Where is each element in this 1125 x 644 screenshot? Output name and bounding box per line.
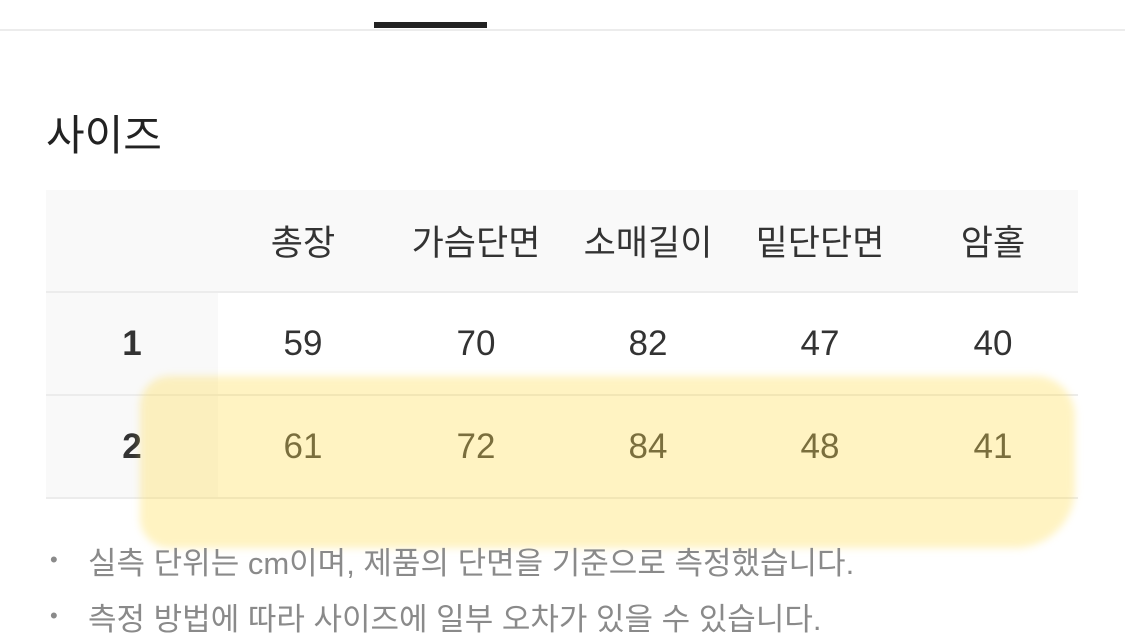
table-cell: 48: [800, 426, 840, 466]
bullet-icon: •: [50, 603, 58, 628]
column-header: 밑단단면: [755, 224, 885, 263]
size-table: 총장 가슴단면 소매길이 밑단단면 암홀 1 59 70 82 47 40 2 …: [46, 190, 1078, 499]
active-tab-indicator: [374, 22, 487, 28]
column-header: 소매길이: [583, 224, 713, 263]
column-header: 가슴단면: [411, 224, 541, 263]
table-cell: 59: [283, 323, 323, 363]
table-cell: 41: [973, 426, 1013, 466]
bullet-icon: •: [50, 547, 58, 572]
note-item: • 실측 단위는 cm이며, 제품의 단면을 기준으로 측정했습니다.: [50, 532, 854, 588]
size-label: 2: [46, 396, 218, 497]
table-row: 1 59 70 82 47 40: [46, 293, 1078, 396]
table-row: 2 61 72 84 48 41: [46, 396, 1078, 499]
column-header: 총장: [270, 224, 336, 263]
note-text: 실측 단위는 cm이며, 제품의 단면을 기준으로 측정했습니다.: [88, 545, 855, 581]
table-cell: 84: [628, 426, 668, 466]
size-notes: • 실측 단위는 cm이며, 제품의 단면을 기준으로 측정했습니다. • 측정…: [50, 532, 854, 644]
table-cell: 61: [283, 426, 323, 466]
table-cell: 72: [456, 426, 496, 466]
table-cell: 70: [456, 323, 496, 363]
table-cell: 40: [973, 323, 1013, 363]
column-header: 암홀: [960, 224, 1026, 263]
note-item: • 측정 방법에 따라 사이즈에 일부 오차가 있을 수 있습니다.: [50, 588, 854, 644]
table-cell: 47: [800, 323, 840, 363]
table-cell: 82: [628, 323, 668, 363]
note-text: 측정 방법에 따라 사이즈에 일부 오차가 있을 수 있습니다.: [88, 601, 822, 637]
table-header-row: 총장 가슴단면 소매길이 밑단단면 암홀: [46, 190, 1078, 293]
size-label: 1: [46, 293, 218, 394]
tab-bar-divider: [0, 29, 1125, 31]
section-title: 사이즈: [46, 112, 162, 159]
